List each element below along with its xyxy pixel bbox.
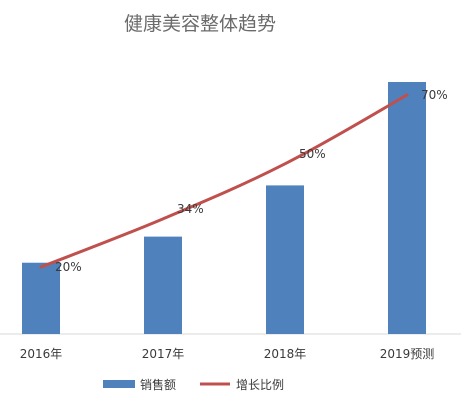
chart-title: 健康美容整体趋势 xyxy=(124,13,276,35)
x-tick-label-3: 2019预测 xyxy=(380,347,435,361)
data-label-2: 50% xyxy=(299,147,326,161)
line-series xyxy=(39,93,409,269)
growth-line xyxy=(39,93,409,269)
data-label-0: 20% xyxy=(55,260,82,274)
x-tick-labels: 2016年 2017年 2018年 2019预测 xyxy=(20,347,435,361)
legend-label-line: 增长比例 xyxy=(236,378,284,392)
legend-label-bar: 销售额 xyxy=(140,377,176,392)
x-tick-label-1: 2017年 xyxy=(142,347,185,361)
legend: 销售额 增长比例 xyxy=(103,377,284,392)
bar-0 xyxy=(22,262,60,334)
data-label-1: 34% xyxy=(177,202,204,216)
legend-swatch-bar xyxy=(103,380,135,388)
bar-3 xyxy=(388,82,426,334)
data-labels: 20% 34% 50% 70% xyxy=(55,88,448,274)
x-tick-label-0: 2016年 xyxy=(20,347,63,361)
bar-series xyxy=(22,82,426,334)
x-tick-label-2: 2018年 xyxy=(264,347,307,361)
bar-2 xyxy=(266,185,304,334)
data-label-3: 70% xyxy=(421,88,448,102)
bar-1 xyxy=(144,236,182,334)
